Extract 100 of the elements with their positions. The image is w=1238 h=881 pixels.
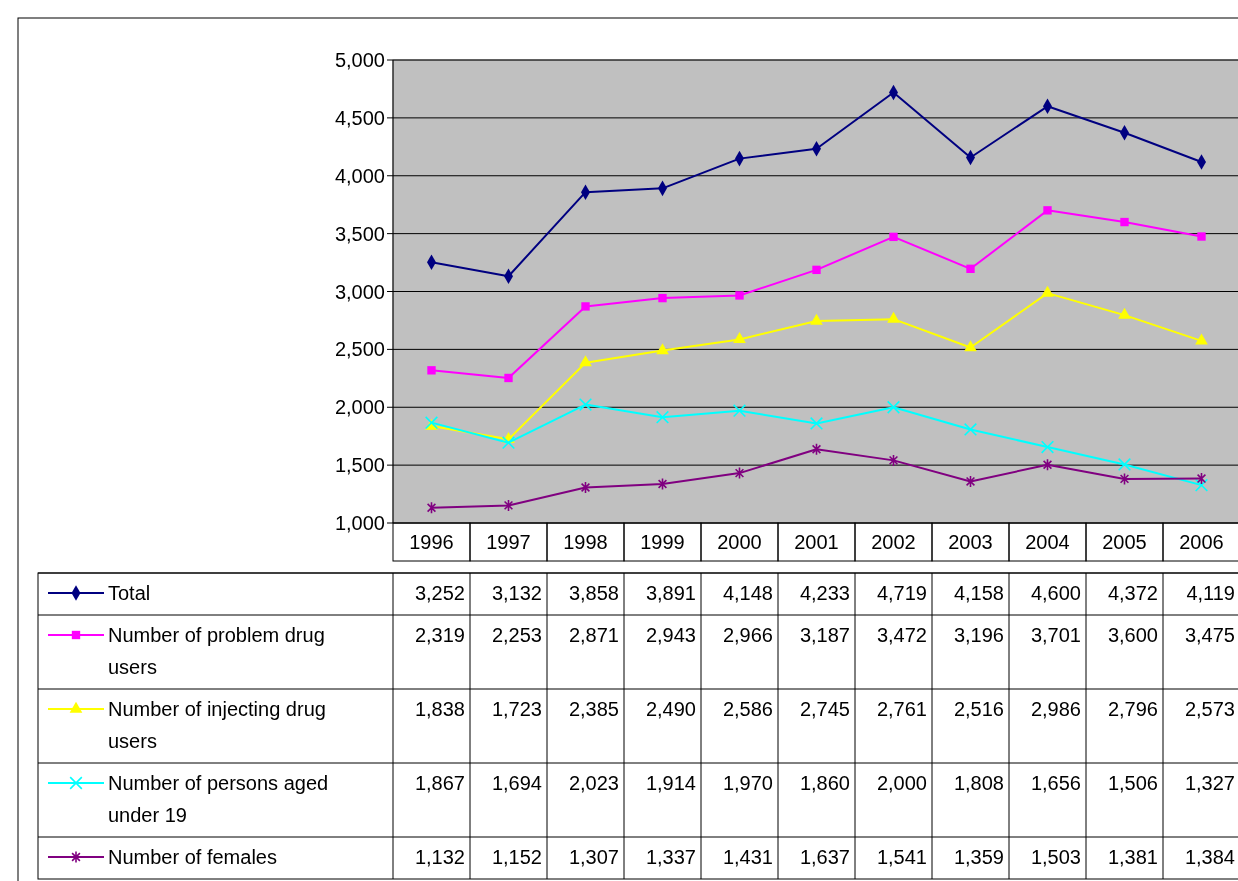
data-label: 1,327 (1184, 772, 1235, 794)
data-label: 2,586 (722, 698, 773, 720)
point (427, 366, 436, 375)
point (581, 302, 590, 311)
point (580, 481, 591, 494)
point (578, 397, 593, 412)
point (735, 291, 744, 300)
x-tick-label: 2000 (717, 531, 762, 553)
point (965, 475, 976, 488)
data-label: 1,381 (1107, 846, 1158, 868)
data-label: 2,573 (1184, 698, 1235, 720)
x-tick-label: 1998 (563, 531, 608, 553)
y-tick-label: 2,500 (334, 338, 385, 361)
data-label: 2,000 (876, 772, 927, 794)
point (733, 332, 746, 344)
point (501, 436, 516, 450)
data-label: 4,119 (1186, 582, 1235, 604)
point (734, 466, 745, 480)
data-label: 4,372 (1107, 582, 1158, 604)
point (1118, 307, 1131, 319)
point (1041, 285, 1054, 297)
data-label: 3,858 (568, 582, 619, 604)
data-label: 3,252 (414, 582, 465, 604)
data-label: 1,132 (414, 846, 465, 868)
data-label: 1,506 (1107, 772, 1158, 794)
data-label: 1,694 (491, 772, 542, 794)
data-label: 3,196 (953, 624, 1004, 646)
point (811, 442, 822, 456)
legend-label: Number of females (108, 846, 277, 868)
y-tick-label: 4,000 (334, 164, 385, 187)
data-label: 2,986 (1030, 698, 1081, 720)
data-label: 3,891 (645, 582, 696, 604)
data-label: 2,966 (722, 624, 773, 646)
data-label: 1,723 (491, 698, 542, 720)
y-tick-label: 1,500 (334, 454, 385, 477)
data-label: 1,808 (953, 772, 1004, 794)
point (503, 499, 514, 512)
point (963, 422, 978, 437)
data-label: 1,307 (568, 846, 619, 868)
data-label: 2,796 (1107, 698, 1158, 720)
data-label: 4,600 (1030, 582, 1081, 604)
y-tick-label: 1,000 (334, 512, 385, 534)
data-label: 1,637 (799, 846, 850, 868)
data-label: 1,337 (645, 846, 696, 868)
point (810, 313, 823, 325)
y-tick-label: 2,000 (334, 396, 385, 419)
x-tick-label: 2001 (794, 531, 839, 553)
point (1120, 217, 1129, 227)
point (426, 501, 437, 515)
point (732, 404, 747, 418)
data-label: 3,187 (799, 624, 850, 646)
data-label: 3,600 (1107, 624, 1158, 646)
point (809, 416, 824, 431)
legend-label: Number of problem drug users (108, 624, 325, 678)
data-label: 1,867 (414, 772, 465, 794)
point (579, 355, 592, 367)
data-label: 1,384 (1184, 846, 1235, 868)
point (1043, 206, 1052, 215)
point (1040, 440, 1055, 454)
data-label: 1,656 (1030, 772, 1081, 794)
data-label: 2,761 (876, 698, 927, 720)
x-tick-label: 2002 (871, 531, 916, 553)
point (1197, 232, 1206, 241)
data-label: 4,148 (722, 582, 773, 604)
point (964, 340, 977, 352)
point (1196, 472, 1207, 485)
point (656, 343, 669, 355)
x-tick-label: 2006 (1179, 531, 1224, 553)
x-tick-label: 2003 (948, 531, 993, 553)
point (1119, 472, 1130, 486)
point (1042, 458, 1053, 472)
data-label: 1,152 (491, 846, 542, 868)
data-label: 3,132 (491, 582, 542, 604)
legend-label: Number of persons aged under 19 (108, 772, 329, 826)
y-tick-label: 5,000 (334, 49, 385, 71)
data-label: 1,970 (722, 772, 773, 794)
point (889, 232, 898, 242)
data-label: 2,745 (799, 698, 850, 720)
legend-label: Total (108, 582, 151, 604)
data-label: 4,158 (953, 582, 1004, 604)
x-tick-label: 1999 (640, 531, 685, 553)
data-label: 2,319 (414, 624, 465, 646)
y-tick-label: 3,500 (334, 222, 385, 245)
x-tick-label: 1996 (409, 531, 454, 553)
point (1194, 478, 1209, 492)
point (504, 373, 513, 383)
legend-label: Number of injecting drug users (108, 698, 326, 752)
data-label: 1,431 (722, 846, 773, 868)
data-label: 1,914 (645, 772, 696, 794)
point (812, 265, 821, 275)
point (657, 477, 668, 491)
data-label: 1,838 (414, 698, 465, 720)
data-label: 3,701 (1030, 624, 1081, 646)
data-label: 2,023 (568, 772, 619, 794)
point (655, 410, 670, 424)
data-label: 1,541 (876, 846, 927, 868)
data-label: 2,385 (568, 698, 619, 720)
x-tick-label: 1997 (486, 531, 531, 553)
data-label: 2,943 (645, 624, 696, 646)
y-tick-label: 3,000 (334, 280, 385, 303)
